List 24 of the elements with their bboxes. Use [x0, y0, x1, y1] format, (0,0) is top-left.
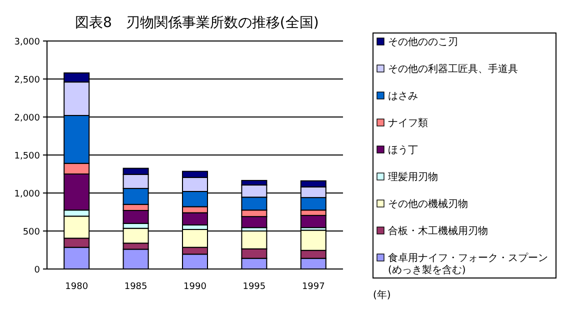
legend-label: その他ののこ刃 — [388, 36, 458, 48]
x-tick-label: 1990 — [184, 282, 207, 292]
legend-label: ほう丁 — [388, 145, 418, 156]
x-tick-label: 1985 — [124, 282, 148, 292]
y-tick-label: 2,000 — [14, 114, 40, 124]
legend-label: はさみ — [388, 91, 418, 102]
y-tick-label: 0 — [34, 266, 40, 276]
chart-title: 図表8 刃物関係事業所数の推移(全国) — [75, 15, 319, 31]
text: (年) — [373, 289, 391, 301]
y-tick-label: 500 — [22, 228, 40, 238]
x-tick-label: 1997 — [302, 282, 325, 292]
x-tick-label: 1995 — [242, 282, 266, 292]
y-tick-label: 1,000 — [14, 190, 40, 200]
y-tick-label: 1,500 — [14, 152, 40, 162]
legend-label: その他の機械刃物 — [388, 198, 468, 210]
bar — [300, 214, 326, 228]
legend-label: 理髪用刃物 — [388, 171, 438, 183]
x-tick-label: 1980 — [65, 282, 88, 292]
y-tick-label: 3,000 — [14, 38, 40, 48]
legend-label: ナイフ類 — [388, 117, 428, 129]
legend-label: その他の利器工匠具、手道具 — [388, 63, 518, 75]
legend-label: 食卓用ナイフ・フォーク・スプーン(めっき製を含む) — [388, 252, 548, 276]
legend-label: 合板・木工機械用刃物 — [388, 225, 488, 237]
y-tick-label: 2,500 — [14, 76, 40, 86]
